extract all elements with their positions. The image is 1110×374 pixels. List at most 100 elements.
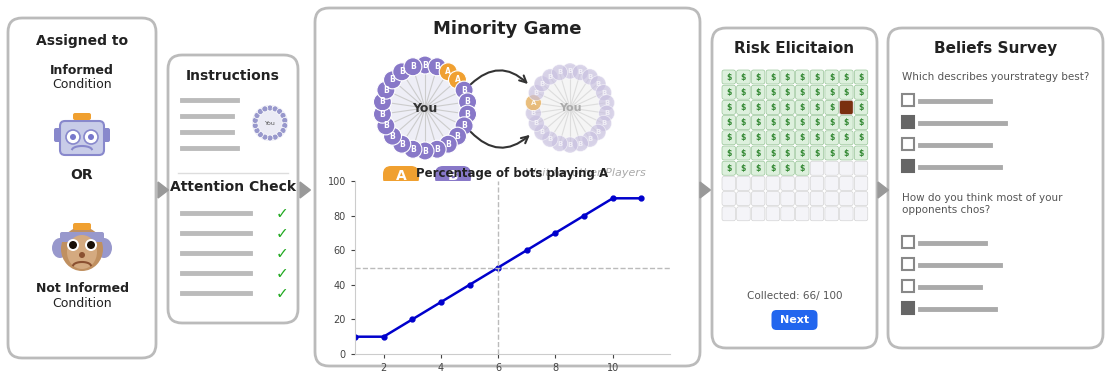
- FancyBboxPatch shape: [780, 85, 795, 99]
- Circle shape: [455, 117, 473, 135]
- Text: $: $: [815, 73, 819, 82]
- FancyBboxPatch shape: [766, 146, 779, 160]
- FancyBboxPatch shape: [737, 191, 750, 206]
- Text: B: B: [422, 147, 427, 156]
- Text: $: $: [770, 88, 776, 97]
- Text: OR: OR: [71, 168, 93, 182]
- FancyBboxPatch shape: [855, 191, 868, 206]
- Circle shape: [276, 108, 283, 114]
- Text: ✓: ✓: [275, 267, 289, 282]
- Circle shape: [562, 137, 578, 153]
- Circle shape: [252, 123, 259, 129]
- Circle shape: [272, 134, 279, 140]
- Circle shape: [65, 130, 80, 144]
- Circle shape: [458, 93, 476, 111]
- FancyBboxPatch shape: [722, 100, 736, 114]
- Text: $: $: [829, 118, 835, 127]
- Text: $: $: [829, 88, 835, 97]
- Text: B: B: [539, 81, 545, 87]
- Circle shape: [254, 113, 260, 119]
- Ellipse shape: [95, 238, 112, 258]
- Text: $: $: [799, 103, 805, 112]
- FancyBboxPatch shape: [825, 207, 838, 221]
- Text: You: You: [264, 120, 275, 126]
- Text: $: $: [726, 88, 731, 97]
- Text: Attention Check: Attention Check: [170, 180, 296, 194]
- Text: $: $: [799, 148, 805, 157]
- FancyBboxPatch shape: [315, 8, 700, 366]
- Circle shape: [596, 115, 612, 131]
- Circle shape: [428, 140, 446, 158]
- Text: B: B: [462, 121, 467, 131]
- FancyBboxPatch shape: [796, 146, 809, 160]
- Circle shape: [458, 105, 476, 123]
- FancyBboxPatch shape: [722, 131, 736, 145]
- Text: $: $: [858, 148, 864, 157]
- Text: $: $: [799, 88, 805, 97]
- Circle shape: [448, 127, 466, 145]
- Circle shape: [552, 64, 567, 80]
- FancyBboxPatch shape: [810, 116, 824, 130]
- Text: B: B: [578, 70, 583, 76]
- Text: Risk Elicitaion: Risk Elicitaion: [735, 41, 855, 56]
- FancyBboxPatch shape: [796, 161, 809, 175]
- FancyBboxPatch shape: [780, 161, 795, 175]
- Polygon shape: [158, 182, 169, 198]
- FancyBboxPatch shape: [839, 131, 854, 145]
- Circle shape: [280, 113, 286, 119]
- FancyBboxPatch shape: [766, 207, 779, 221]
- Circle shape: [589, 76, 606, 92]
- FancyBboxPatch shape: [825, 161, 838, 175]
- Text: $: $: [844, 148, 849, 157]
- Text: B: B: [380, 110, 385, 119]
- Text: B: B: [383, 86, 388, 95]
- Circle shape: [573, 64, 588, 80]
- FancyBboxPatch shape: [855, 70, 868, 84]
- Circle shape: [88, 134, 94, 140]
- Text: $: $: [770, 164, 776, 173]
- Text: B: B: [383, 121, 388, 131]
- FancyBboxPatch shape: [810, 100, 824, 114]
- Text: Wait for other Players: Wait for other Players: [525, 168, 645, 178]
- Circle shape: [416, 142, 434, 160]
- Text: $: $: [858, 133, 864, 142]
- Text: B: B: [455, 132, 461, 141]
- Text: $: $: [740, 164, 746, 173]
- FancyBboxPatch shape: [902, 94, 914, 106]
- FancyBboxPatch shape: [780, 100, 795, 114]
- FancyBboxPatch shape: [751, 146, 765, 160]
- FancyBboxPatch shape: [722, 207, 736, 221]
- FancyBboxPatch shape: [810, 146, 824, 160]
- FancyBboxPatch shape: [712, 28, 877, 348]
- Circle shape: [87, 241, 95, 249]
- FancyBboxPatch shape: [780, 177, 795, 190]
- Text: B: B: [398, 140, 405, 149]
- Text: $: $: [770, 133, 776, 142]
- Text: $: $: [726, 164, 731, 173]
- Text: B: B: [587, 74, 593, 80]
- Text: $: $: [844, 133, 849, 142]
- FancyBboxPatch shape: [780, 191, 795, 206]
- Circle shape: [525, 95, 542, 111]
- FancyBboxPatch shape: [825, 131, 838, 145]
- Circle shape: [282, 123, 287, 129]
- Text: B: B: [601, 120, 606, 126]
- Circle shape: [527, 65, 613, 151]
- Text: $: $: [740, 103, 746, 112]
- Text: $: $: [858, 118, 864, 127]
- Circle shape: [258, 132, 263, 138]
- FancyBboxPatch shape: [902, 302, 914, 314]
- Circle shape: [534, 76, 551, 92]
- FancyBboxPatch shape: [825, 85, 838, 99]
- FancyBboxPatch shape: [722, 191, 736, 206]
- Text: B: B: [390, 132, 395, 141]
- Text: B: B: [604, 110, 609, 116]
- Text: $: $: [740, 118, 746, 127]
- Text: $: $: [726, 133, 731, 142]
- Circle shape: [393, 135, 411, 153]
- FancyBboxPatch shape: [902, 160, 914, 172]
- FancyBboxPatch shape: [902, 280, 914, 292]
- Text: $: $: [770, 73, 776, 82]
- Circle shape: [582, 69, 598, 85]
- FancyBboxPatch shape: [810, 191, 824, 206]
